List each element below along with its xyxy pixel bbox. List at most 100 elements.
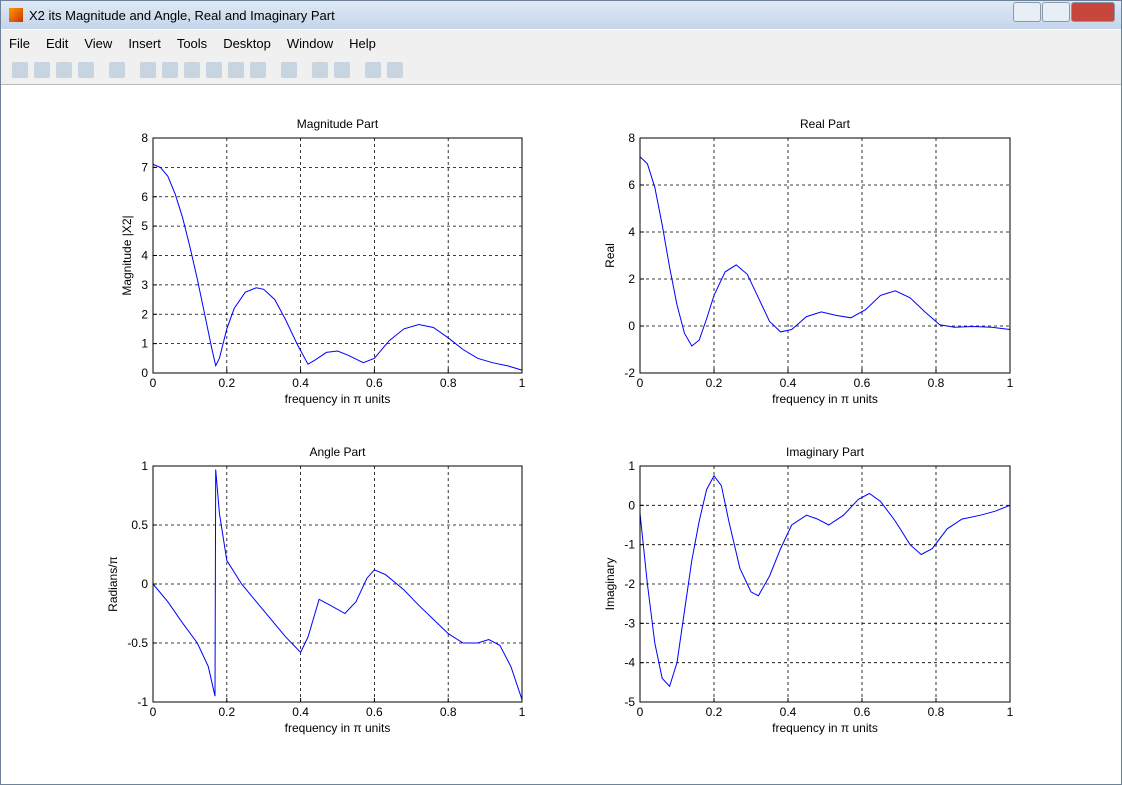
title-bar: X2 its Magnitude and Angle, Real and Ima… (1, 1, 1121, 29)
y-tick-label: -2 (624, 366, 635, 380)
plot-area: 0 0.2 0.4 0.6 0.8 1 0 1 2 3 4 5 6 7 8 Magnitude Part fre… (106, 117, 1014, 735)
y-tick-label: 1 (141, 337, 148, 351)
x-tick-label: 0.4 (780, 376, 797, 390)
axes-background (640, 138, 1010, 373)
y-tick-label: 0 (141, 577, 148, 591)
x-tick-label: 1 (519, 705, 526, 719)
menu-item[interactable]: Insert (128, 35, 161, 51)
axes-box (639, 465, 1011, 703)
y-tick-label: 1 (628, 459, 635, 473)
y-tick-label: 6 (141, 190, 148, 204)
y-tick-label: 7 (141, 160, 148, 174)
menu-item[interactable]: Window (286, 35, 334, 51)
y-tick-label: -0.5 (127, 636, 148, 650)
tool-button[interactable] (387, 62, 403, 78)
x-tick-label: 0.2 (218, 705, 235, 719)
menu-item[interactable]: Help (349, 35, 376, 51)
window-buttons (1012, 2, 1115, 22)
chart-title: Magnitude Part (297, 117, 379, 131)
y-tick-label: 0 (628, 498, 635, 512)
menu-item[interactable]: Tools (176, 35, 208, 51)
y-axis-label: Magnitude |X2| (120, 215, 134, 295)
y-axis-label: Radians/π (106, 556, 120, 612)
close-button[interactable] (1071, 2, 1115, 22)
y-tick-label: 4 (141, 249, 148, 263)
x-tick-label: 0 (637, 376, 644, 390)
x-axis-label: frequency in π units (285, 721, 391, 735)
x-tick-label: 0.8 (928, 705, 945, 719)
chart-title: Angle Part (309, 445, 366, 459)
y-tick-label: 4 (628, 225, 635, 239)
y-tick-label: 6 (628, 178, 635, 192)
x-tick-label: 0 (150, 376, 157, 390)
y-tick-label: 3 (141, 278, 148, 292)
data-line (639, 156, 1011, 347)
y-tick-label: 2 (141, 307, 148, 321)
y-tick-label: 1 (141, 459, 148, 473)
tool-button[interactable] (34, 62, 50, 78)
y-tick-label: 5 (141, 219, 148, 233)
tool-button[interactable] (12, 62, 28, 78)
tool-button[interactable] (162, 62, 178, 78)
axes-box (152, 137, 523, 374)
window-title: X2 its Magnitude and Angle, Real and Ima… (29, 7, 335, 23)
y-tick-label: 8 (628, 131, 635, 145)
chart-title: Imaginary Part (786, 445, 865, 459)
x-tick-label: 0.6 (366, 705, 383, 719)
y-tick-label: -3 (624, 616, 635, 630)
tool-button[interactable] (228, 62, 244, 78)
tool-button[interactable] (184, 62, 200, 78)
tool-button[interactable] (56, 62, 72, 78)
y-tick-label: 8 (141, 131, 148, 145)
y-tick-label: 0 (628, 319, 635, 333)
y-tick-label: 2 (628, 272, 635, 286)
x-axis-label: frequency in π units (285, 392, 391, 406)
chart-title: Real Part (800, 117, 851, 131)
x-tick-label: 0.4 (292, 376, 309, 390)
x-tick-label: 1 (1007, 376, 1014, 390)
y-tick-label: -2 (624, 577, 635, 591)
tool-button[interactable] (109, 62, 125, 78)
x-tick-label: 0.6 (366, 376, 383, 390)
tool-button[interactable] (334, 62, 350, 78)
menu-item[interactable]: View (84, 35, 113, 51)
tool-button[interactable] (281, 62, 297, 78)
y-tick-label: -1 (624, 538, 635, 552)
x-tick-label: 1 (1007, 705, 1014, 719)
data-line (152, 469, 523, 700)
y-tick-label: -4 (624, 656, 635, 670)
menu-bar: File Edit View Insert Tools Desktop Window Help (1, 29, 1121, 56)
tool-button[interactable] (312, 62, 328, 78)
tool-button[interactable] (365, 62, 381, 78)
tool-button[interactable] (140, 62, 156, 78)
x-tick-label: 0.4 (780, 705, 797, 719)
toolbar (1, 56, 1121, 85)
y-axis-label: Imaginary (603, 558, 617, 611)
axes-box (152, 465, 523, 703)
menu-item[interactable]: File (9, 35, 30, 51)
tool-button[interactable] (250, 62, 266, 78)
minimize-button[interactable] (1013, 2, 1041, 22)
x-tick-label: 0 (150, 705, 157, 719)
x-tick-label: 0.8 (440, 376, 457, 390)
tool-button[interactable] (206, 62, 222, 78)
y-axis-label: Real (603, 243, 617, 268)
x-tick-label: 0.8 (928, 376, 945, 390)
menu-item[interactable]: Edit (45, 35, 69, 51)
data-line (152, 163, 523, 371)
y-tick-label: 0 (141, 366, 148, 380)
tool-button[interactable] (78, 62, 94, 78)
x-tick-label: 0.8 (440, 705, 457, 719)
app-icon (9, 8, 23, 22)
x-tick-label: 0.2 (706, 705, 723, 719)
x-tick-label: 0.2 (218, 376, 235, 390)
menu-item[interactable]: Desktop (223, 35, 271, 51)
axes-box (639, 137, 1011, 374)
y-tick-label: -1 (137, 695, 148, 709)
x-tick-label: 0.4 (292, 705, 309, 719)
x-tick-label: 0.6 (854, 376, 871, 390)
maximize-button[interactable] (1042, 2, 1070, 22)
x-tick-label: 1 (519, 376, 526, 390)
x-tick-label: 0 (637, 705, 644, 719)
y-tick-label: 0.5 (131, 518, 148, 532)
